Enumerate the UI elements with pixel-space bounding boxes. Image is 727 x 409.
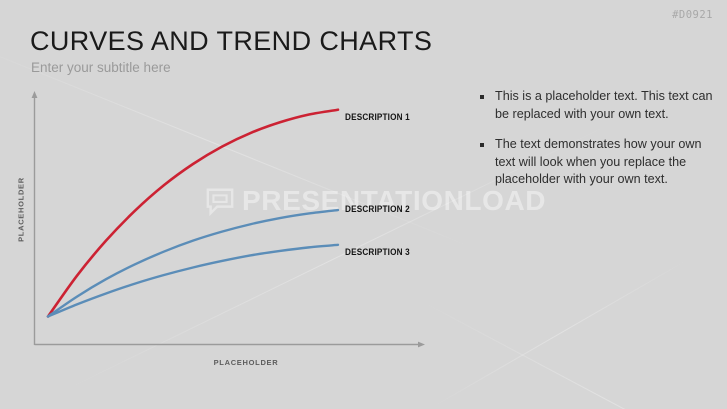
bullet-text: This is a placeholder text. This text ca… [495,89,713,121]
y-axis-label: PLACEHOLDER [16,177,26,242]
x-axis-label: PLACEHOLDER [213,358,279,367]
series-label-description-2: DESCRIPTION 2 [345,204,410,215]
bullet-square-icon [480,95,484,99]
template-code: #D0921 [672,9,713,21]
page-subtitle: Enter your subtitle here [31,60,171,75]
x-axis-arrow [418,341,425,348]
bullet-list: This is a placeholder text. This text ca… [480,88,718,202]
series-label-description-1: DESCRIPTION 1 [345,112,410,123]
bullet-square-icon [480,143,484,147]
chart-plot [31,91,425,348]
series-label-description-3: DESCRIPTION 3 [345,247,410,258]
series-curve-description-1 [46,108,340,318]
list-item: The text demonstrates how your own text … [480,136,718,189]
series-curve-group [46,108,340,318]
list-item: This is a placeholder text. This text ca… [480,88,718,123]
series-curve-description-3 [46,243,340,318]
bullet-text: The text demonstrates how your own text … [495,137,702,186]
curves-chart: PLACEHOLDER PLACEHOLDER DESCRIPTION 1 DE… [16,91,425,367]
y-axis-arrow [31,91,38,98]
series-curve-description-2 [46,208,340,318]
page-title: CURVES AND TREND CHARTS [30,26,433,56]
